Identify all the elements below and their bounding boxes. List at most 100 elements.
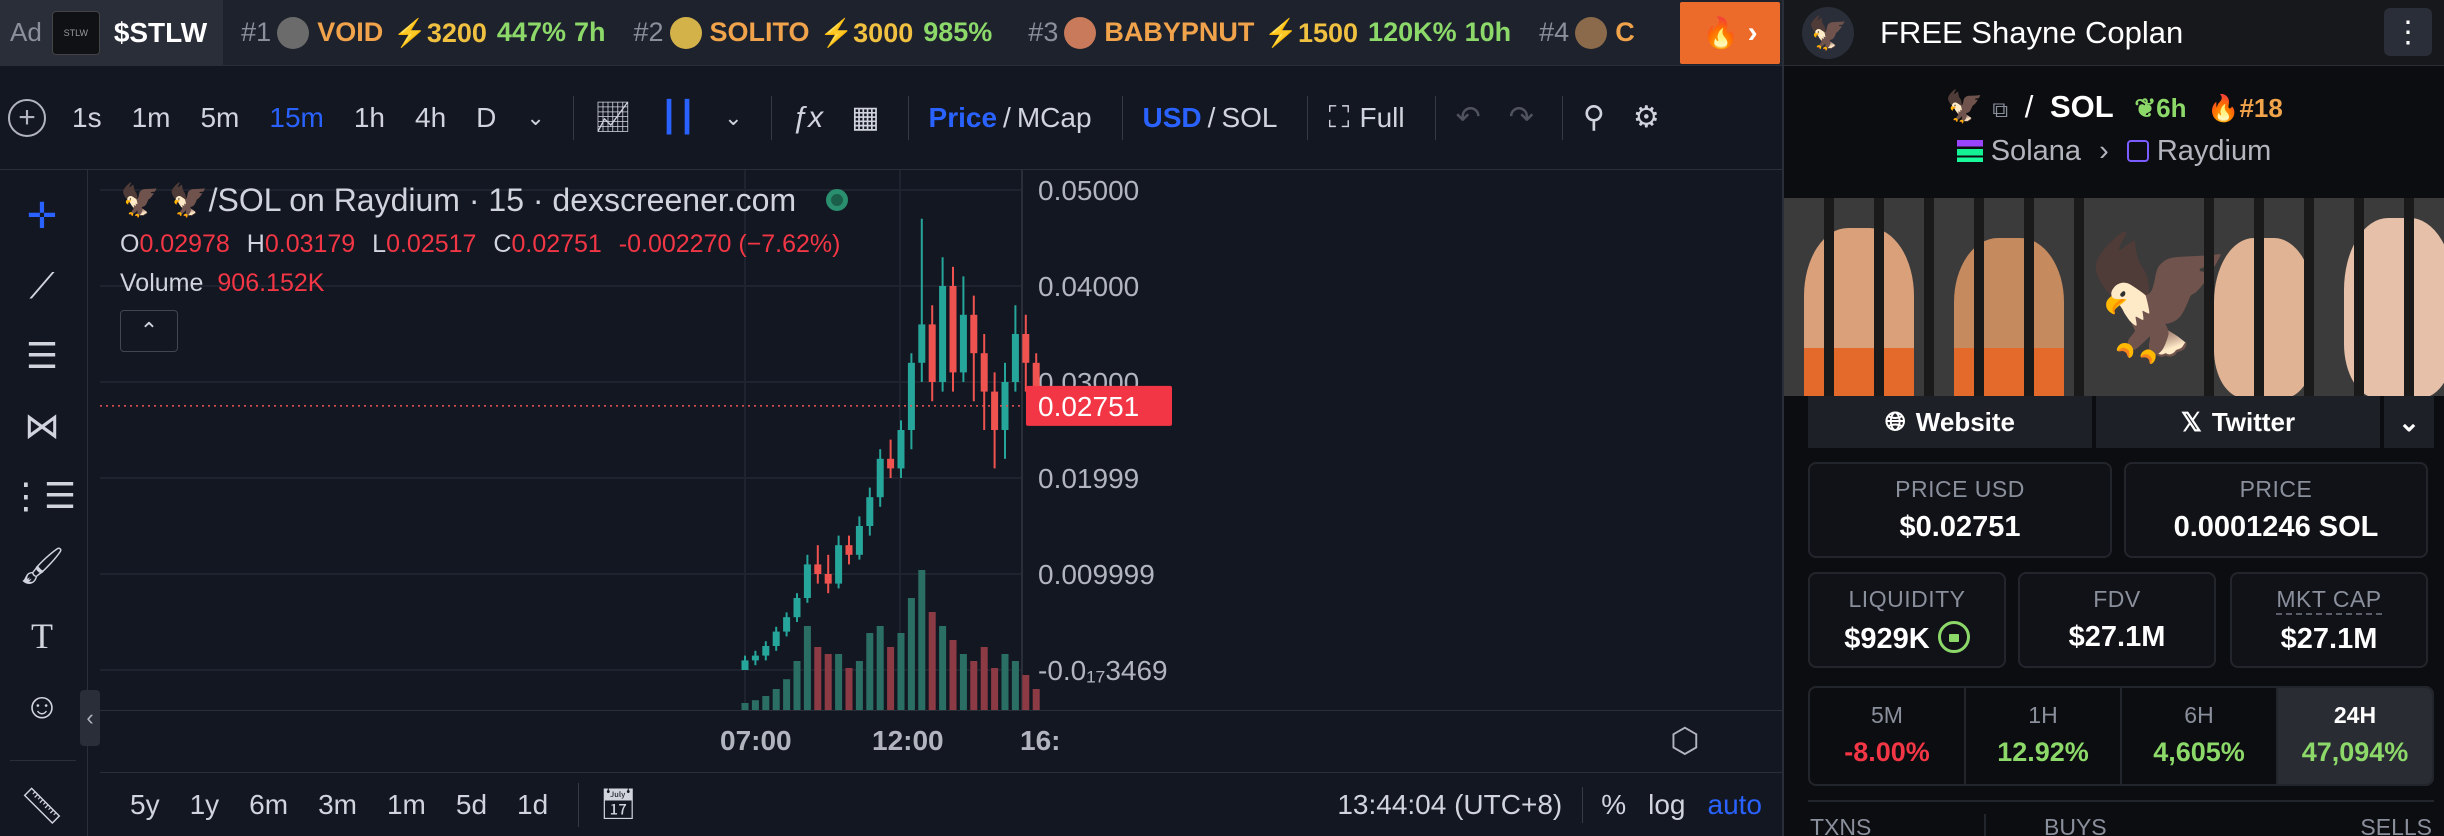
candle [762, 646, 770, 656]
chevron-down-icon[interactable]: ⌄ [526, 104, 545, 130]
divider [1984, 814, 1986, 836]
token-banner-image: 🦅 [1784, 198, 2444, 396]
emoji-icon[interactable]: ☺ [23, 685, 61, 726]
price-tick-label: 0.04000 [1038, 271, 1139, 302]
ticker-item[interactable]: #1 VOID ⚡3200 447% 7h [241, 0, 605, 65]
date-range-icon[interactable]: 📅︎ [599, 788, 638, 821]
more-links-button[interactable]: ⌄ [2384, 396, 2434, 448]
twitter-button[interactable]: 𝕏 Twitter [2096, 396, 2380, 448]
token-title: FREE Shayne Coplan [1880, 14, 2184, 50]
range-6m[interactable]: 6m [249, 788, 289, 820]
candle [1032, 362, 1040, 406]
timeframe-label: 6H [2184, 702, 2214, 728]
interval-15m[interactable]: 15m [269, 101, 324, 133]
token-avatar [669, 16, 702, 49]
ticker-change: 120K% [1368, 17, 1457, 47]
price-mcap-toggle[interactable]: Price / MCap [928, 101, 1092, 133]
percent-scale-toggle[interactable]: % [1601, 789, 1627, 820]
copy-icon[interactable]: ⧉ [1992, 97, 2009, 122]
candle [824, 574, 832, 584]
axis-settings-icon[interactable]: ⬡ [1670, 722, 1700, 760]
interval-1m[interactable]: 1m [131, 101, 171, 133]
chart-legend: 🦅 🦅/SOL on Raydium · 15 · dexscreener.co… [120, 176, 850, 352]
ad-pill[interactable]: Ad STLW $STLW [0, 0, 224, 65]
log-scale-toggle[interactable]: log [1648, 789, 1686, 820]
time-axis[interactable]: ⬡ 07:00 12:00 16: [100, 710, 1782, 772]
range-1y[interactable]: 1y [189, 788, 220, 820]
interval-1h[interactable]: 1h [353, 101, 386, 133]
ticker-rank: #4 [1539, 17, 1570, 47]
pattern-icon[interactable]: ⋈ [24, 405, 60, 446]
legend-collapse-button[interactable]: ⌃ [120, 310, 178, 352]
brush-icon[interactable]: 🖌︎ [19, 545, 65, 586]
interval-d[interactable]: D [476, 101, 497, 133]
ticker-item[interactable]: #2 SOLITO ⚡3000 985% [633, 0, 1000, 65]
quick-search-icon[interactable]: ⚲ [1582, 101, 1605, 134]
add-indicator-icon[interactable]: + [8, 98, 46, 137]
divider [907, 95, 909, 140]
volume-bar [1022, 675, 1030, 710]
ticker-age: 10h [1464, 17, 1512, 47]
candlestick-icon[interactable]: ┃┃ [659, 101, 697, 134]
projection-icon[interactable]: ⋮☰ [7, 475, 77, 516]
candle [772, 631, 780, 646]
range-3m[interactable]: 3m [318, 788, 357, 820]
chart-canvas[interactable]: 0.050000.040000.030000.019990.009999-0.0… [100, 170, 1782, 710]
ticker-item[interactable]: #4 C [1539, 0, 1645, 65]
price-usd-box: PRICE USD $0.02751 [1808, 462, 2112, 558]
fullscreen-icon[interactable]: ⛶ [1328, 100, 1350, 134]
timeframe-5m[interactable]: 5M -8.00% [1810, 688, 1966, 784]
candle [866, 497, 874, 526]
range-bar: 5y 1y 6m 3m 1m 5d 1d 📅︎ 13:44:04 (UTC+8) % log… [100, 772, 1782, 836]
high-value: 0.03179 [264, 230, 356, 258]
chain-name[interactable]: Solana [1990, 135, 2082, 167]
ticker-item[interactable]: #3 BABYPNUT ⚡1500 120K% 10h [1028, 0, 1512, 65]
line-chart-icon[interactable]: 📈︎ [593, 101, 632, 134]
range-5d[interactable]: 5d [455, 788, 488, 820]
ruler-icon[interactable]: 📏︎ [19, 785, 65, 826]
trend-line-icon[interactable]: ⟋ [29, 264, 55, 306]
range-5y[interactable]: 5y [130, 788, 160, 820]
interval-1s[interactable]: 1s [72, 101, 102, 133]
chart-options: 13:44:04 (UTC+8) % log auto [1337, 773, 1762, 836]
more-menu-icon[interactable]: ⋮ [2384, 8, 2432, 56]
timeframe-6h[interactable]: 6H 4,605% [2122, 688, 2278, 784]
timeframe-1h[interactable]: 1H 12.92% [1966, 688, 2122, 784]
fib-lines-icon[interactable]: ☰ [25, 335, 59, 376]
timeframe-24h[interactable]: 24H 47,094% [2278, 688, 2432, 784]
indicators-fx-icon[interactable]: ƒx [791, 100, 824, 134]
lock-icon[interactable] [1937, 621, 1970, 653]
text-icon[interactable]: T [31, 616, 53, 656]
trending-fire-button[interactable]: 🔥 › [1680, 2, 1780, 64]
timeframe-change: 12.92% [1997, 737, 2089, 767]
range-1d[interactable]: 1d [517, 788, 549, 820]
layout-grid-icon[interactable]: ▦ [851, 101, 880, 134]
collapse-toolbar-handle[interactable]: ‹ [80, 690, 100, 746]
chevron-down-icon[interactable]: ⌄ [724, 104, 743, 130]
fdv-box: FDV $27.1M [2018, 572, 2216, 668]
fullscreen-button[interactable]: Full [1359, 101, 1405, 133]
gear-icon[interactable]: ⚙ [1632, 101, 1660, 134]
mktcap-value: $27.1M [2280, 623, 2378, 655]
ticker-change: 985% [923, 17, 993, 47]
website-button[interactable]: 🌐︎ Website [1808, 396, 2092, 448]
candle [741, 660, 749, 670]
price-tick-label: 0.05000 [1038, 175, 1139, 206]
candle [793, 598, 801, 618]
interval-5m[interactable]: 5m [200, 101, 240, 133]
price-chart[interactable]: 0.05000 0.04000 0.03000 0.01999 0.009999 -0.0… [100, 170, 1782, 710]
interval-4h[interactable]: 4h [415, 101, 447, 133]
price-tick-label: 0.01999 [1038, 463, 1139, 494]
ad-token-name: $STLW [113, 16, 208, 48]
redo-icon[interactable]: ↷ [1508, 101, 1534, 134]
volume-bar [762, 696, 770, 710]
candle [918, 324, 926, 363]
undo-icon[interactable]: ↶ [1455, 101, 1481, 134]
crosshair-icon[interactable]: ✛ [26, 195, 58, 236]
divider [10, 760, 76, 761]
usd-sol-toggle[interactable]: USD / SOL [1142, 101, 1278, 133]
dex-name[interactable]: Raydium [2156, 135, 2272, 167]
range-1m[interactable]: 1m [386, 788, 426, 820]
auto-scale-toggle[interactable]: auto [1707, 789, 1763, 820]
candle [876, 458, 884, 498]
